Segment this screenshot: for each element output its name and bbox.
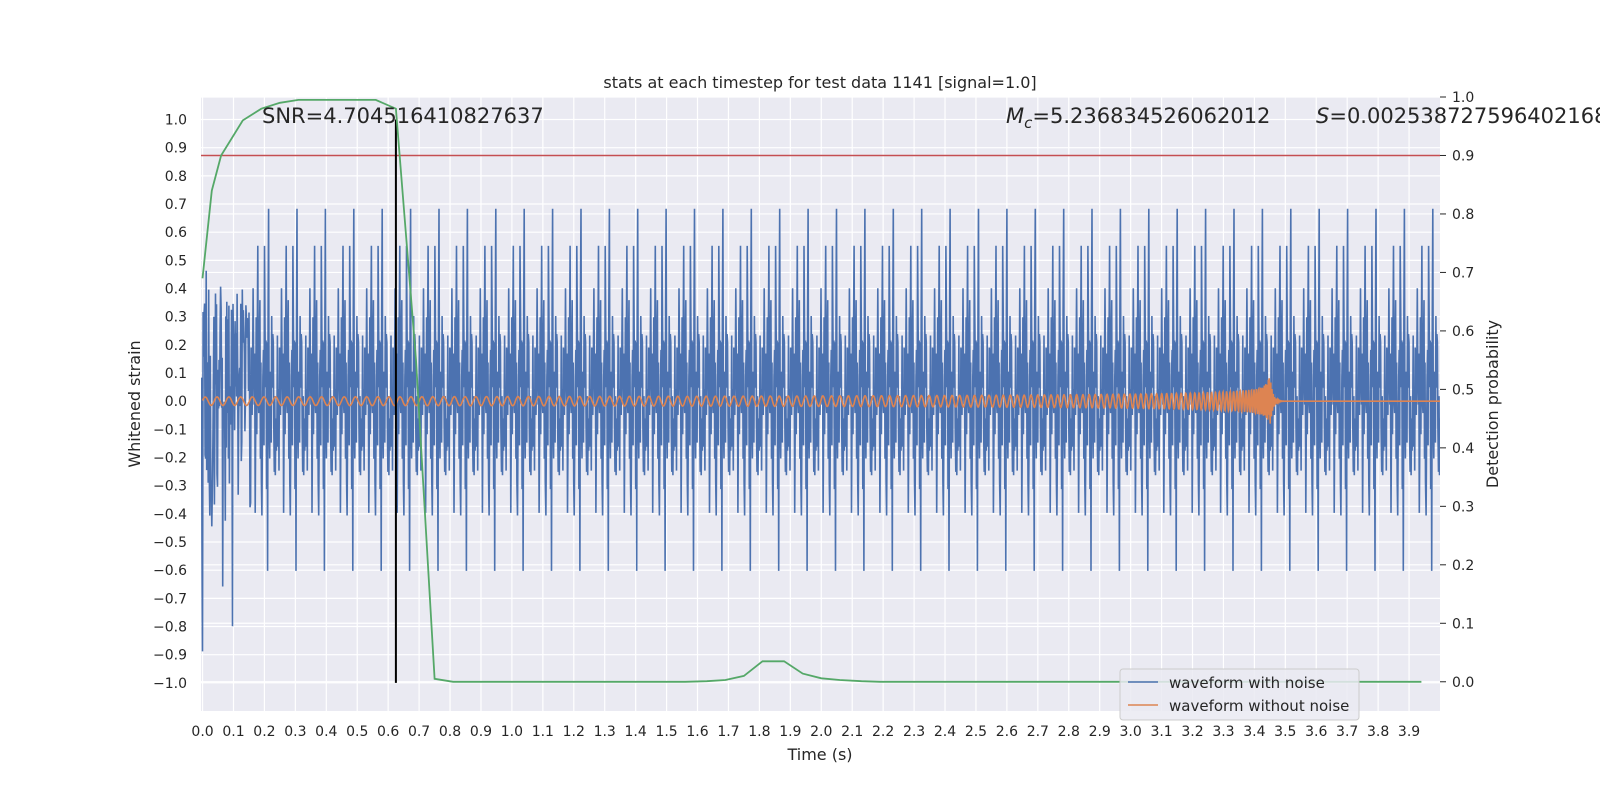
- y-right-tick-label: 0.4: [1452, 441, 1474, 457]
- y-left-tick-label: 0.5: [165, 253, 187, 269]
- x-tick-label: 1.0: [501, 724, 523, 740]
- y-left-tick-label: −0.4: [153, 507, 187, 523]
- y-right-tick-label: 0.2: [1452, 558, 1474, 574]
- s-symbol: S: [1316, 104, 1329, 128]
- x-tick-label: 3.8: [1367, 724, 1389, 740]
- x-tick-label: 2.1: [841, 724, 863, 740]
- x-tick-label: 0.2: [253, 724, 275, 740]
- y-left-tick-label: −1.0: [153, 676, 187, 692]
- y-axis-right-label: Detection probability: [1483, 320, 1502, 488]
- y-left-tick-label: 0.1: [165, 366, 187, 382]
- x-tick-label: 0.3: [284, 724, 306, 740]
- legend: waveform with noise waveform without noi…: [1119, 668, 1360, 721]
- x-tick-label: 0.0: [191, 724, 213, 740]
- y-left-tick-label: 0.0: [165, 394, 187, 410]
- y-right-tick-label: 0.8: [1452, 207, 1474, 223]
- x-tick-label: 0.8: [439, 724, 461, 740]
- y-left-axis-ticks: 1.0 0.9 0.8 0.7 0.6 0.5 0.4 0.3 0.2 0.1 0.0 −0.1 −0.…: [153, 113, 187, 692]
- x-tick-label: 1.7: [717, 724, 739, 740]
- legend-box: [1119, 668, 1360, 721]
- x-tick-label: 3.9: [1398, 724, 1420, 740]
- x-tick-label: 2.4: [934, 724, 956, 740]
- x-axis-ticks: 0.0 0.1 0.2 0.3 0.4 0.5 0.6 0.7 0.8 0.9 1.0 1.1 1.2 1…: [191, 724, 1420, 740]
- y-right-tick-label: 1.0: [1452, 90, 1474, 106]
- x-tick-label: 0.9: [470, 724, 492, 740]
- y-left-tick-label: 0.9: [165, 141, 187, 157]
- y-left-tick-label: −0.9: [153, 648, 187, 664]
- x-tick-label: 1.5: [655, 724, 677, 740]
- y-left-tick-label: 0.3: [165, 310, 187, 326]
- x-tick-label: 3.7: [1336, 724, 1358, 740]
- s-annotation: S=0.0025387275964021683: [1316, 104, 1600, 128]
- x-tick-label: 1.3: [594, 724, 616, 740]
- chirp-mass-value: =5.236834526062012: [1032, 104, 1270, 128]
- x-tick-label: 1.2: [563, 724, 585, 740]
- x-tick-label: 2.5: [965, 724, 987, 740]
- x-tick-label: 2.3: [903, 724, 925, 740]
- x-tick-label: 2.6: [996, 724, 1018, 740]
- x-tick-label: 1.6: [686, 724, 708, 740]
- x-tick-label: 3.1: [1150, 724, 1172, 740]
- chirp-mass-symbol: M: [1006, 104, 1024, 128]
- x-tick-label: 3.2: [1181, 724, 1203, 740]
- x-tick-label: 1.1: [532, 724, 554, 740]
- y-right-tick-label: 0.0: [1452, 675, 1474, 691]
- y-left-tick-label: 0.7: [165, 197, 187, 213]
- x-tick-label: 2.2: [872, 724, 894, 740]
- y-left-tick-label: −0.6: [153, 563, 187, 579]
- y-left-tick-label: −0.7: [153, 591, 187, 607]
- x-tick-label: 0.5: [346, 724, 368, 740]
- x-tick-label: 3.5: [1274, 724, 1296, 740]
- series-waveform-with-noise-line: [201, 208, 1440, 652]
- y-left-tick-label: −0.8: [153, 620, 187, 636]
- x-tick-label: 0.7: [408, 724, 430, 740]
- x-tick-label: 0.1: [222, 724, 244, 740]
- legend-label-with-noise: waveform with noise: [1169, 674, 1325, 692]
- snr-annotation: SNR=4.704516410827637: [262, 104, 544, 128]
- y-right-tick-label: 0.6: [1452, 324, 1474, 340]
- y-right-tick-label: 0.3: [1452, 499, 1474, 515]
- y-left-tick-label: 0.4: [165, 282, 187, 298]
- y-left-tick-label: 0.6: [165, 225, 187, 241]
- series-waveform-without-noise-line: [201, 378, 1440, 424]
- x-tick-label: 0.4: [315, 724, 337, 740]
- y-left-tick-label: −0.5: [153, 535, 187, 551]
- x-tick-label: 1.8: [748, 724, 770, 740]
- x-tick-label: 3.6: [1305, 724, 1327, 740]
- y-right-tick-label: 0.5: [1452, 382, 1474, 398]
- x-tick-label: 1.9: [779, 724, 801, 740]
- x-tick-label: 3.0: [1120, 724, 1142, 740]
- x-tick-label: 1.4: [625, 724, 647, 740]
- chirp-mass-annotation: Mc=5.236834526062012: [1006, 104, 1270, 132]
- legend-label-without-noise: waveform without noise: [1169, 697, 1349, 715]
- y-right-tick-label: 0.9: [1452, 148, 1474, 164]
- x-tick-label: 2.9: [1089, 724, 1111, 740]
- y-left-tick-label: 0.8: [165, 169, 187, 185]
- y-left-tick-label: 0.2: [165, 338, 187, 354]
- x-axis-label: Time (s): [786, 745, 852, 764]
- x-tick-label: 3.3: [1212, 724, 1234, 740]
- y-left-tick-label: −0.1: [153, 422, 187, 438]
- y-right-tick-label: 0.7: [1452, 265, 1474, 281]
- x-tick-label: 2.0: [810, 724, 832, 740]
- y-right-tick-label: 0.1: [1452, 616, 1474, 632]
- y-axis-left-label: Whitened strain: [125, 340, 144, 467]
- x-tick-label: 2.8: [1058, 724, 1080, 740]
- y-left-tick-label: −0.3: [153, 479, 187, 495]
- y-left-tick-label: 1.0: [165, 113, 187, 129]
- x-tick-label: 2.7: [1027, 724, 1049, 740]
- y-right-axis-ticks: 1.0 0.9 0.8 0.7 0.6 0.5 0.4 0.3 0.2 0.1 0.0: [1440, 90, 1474, 691]
- x-tick-label: 3.4: [1243, 724, 1265, 740]
- chirp-mass-subscript: c: [1024, 114, 1033, 132]
- series-detection-probability-line: [201, 99, 1422, 683]
- s-value: =0.0025387275964021683: [1329, 104, 1600, 128]
- x-tick-label: 0.6: [377, 724, 399, 740]
- y-left-tick-label: −0.2: [153, 451, 187, 467]
- chart-title: stats at each timestep for test data 114…: [603, 73, 1036, 92]
